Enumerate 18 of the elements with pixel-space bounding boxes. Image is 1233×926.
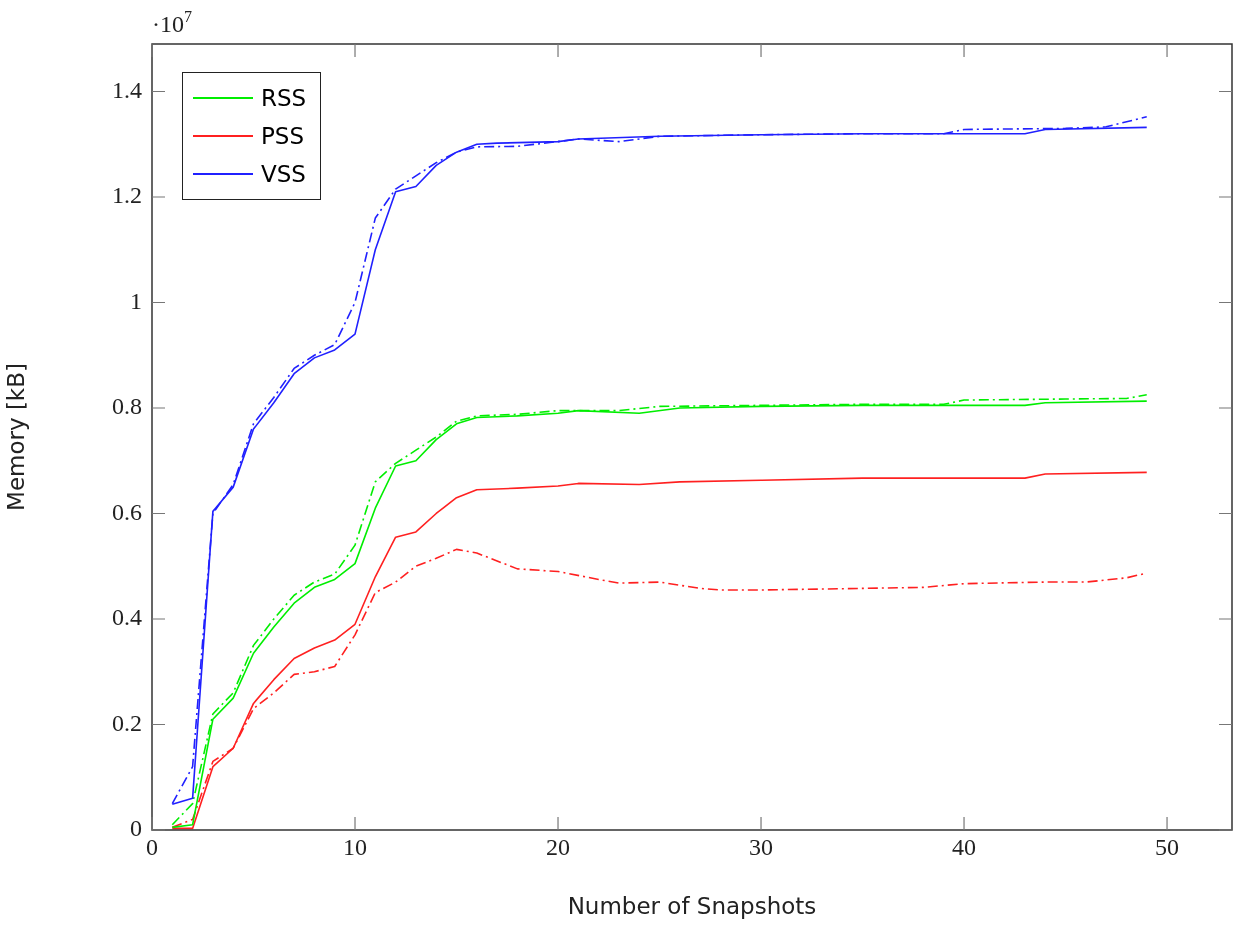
x-axis-title: Number of Snapshots: [567, 893, 817, 920]
y-tick-label: 1: [130, 287, 142, 314]
x-tick-label: 20: [546, 833, 571, 860]
y-tick-label: 1.2: [112, 182, 142, 209]
y-tick-label: 0.6: [112, 498, 142, 525]
legend-label: RSS: [261, 85, 307, 111]
y-tick-label: 0.2: [112, 709, 142, 736]
y-tick-label: 1.4: [112, 76, 142, 103]
legend-label: PSS: [261, 123, 305, 149]
y-tick-label: 0.8: [112, 393, 142, 420]
x-tick-label: 40: [952, 833, 977, 860]
y-axis-title: Memory [kB]: [2, 363, 29, 511]
y-tick-label: 0: [130, 815, 142, 842]
y-tick-label: 0.4: [112, 604, 142, 631]
legend-label: VSS: [261, 161, 306, 187]
x-tick-label: 10: [343, 833, 368, 860]
x-tick-label: 30: [749, 833, 774, 860]
x-tick-label: 50: [1155, 833, 1180, 860]
